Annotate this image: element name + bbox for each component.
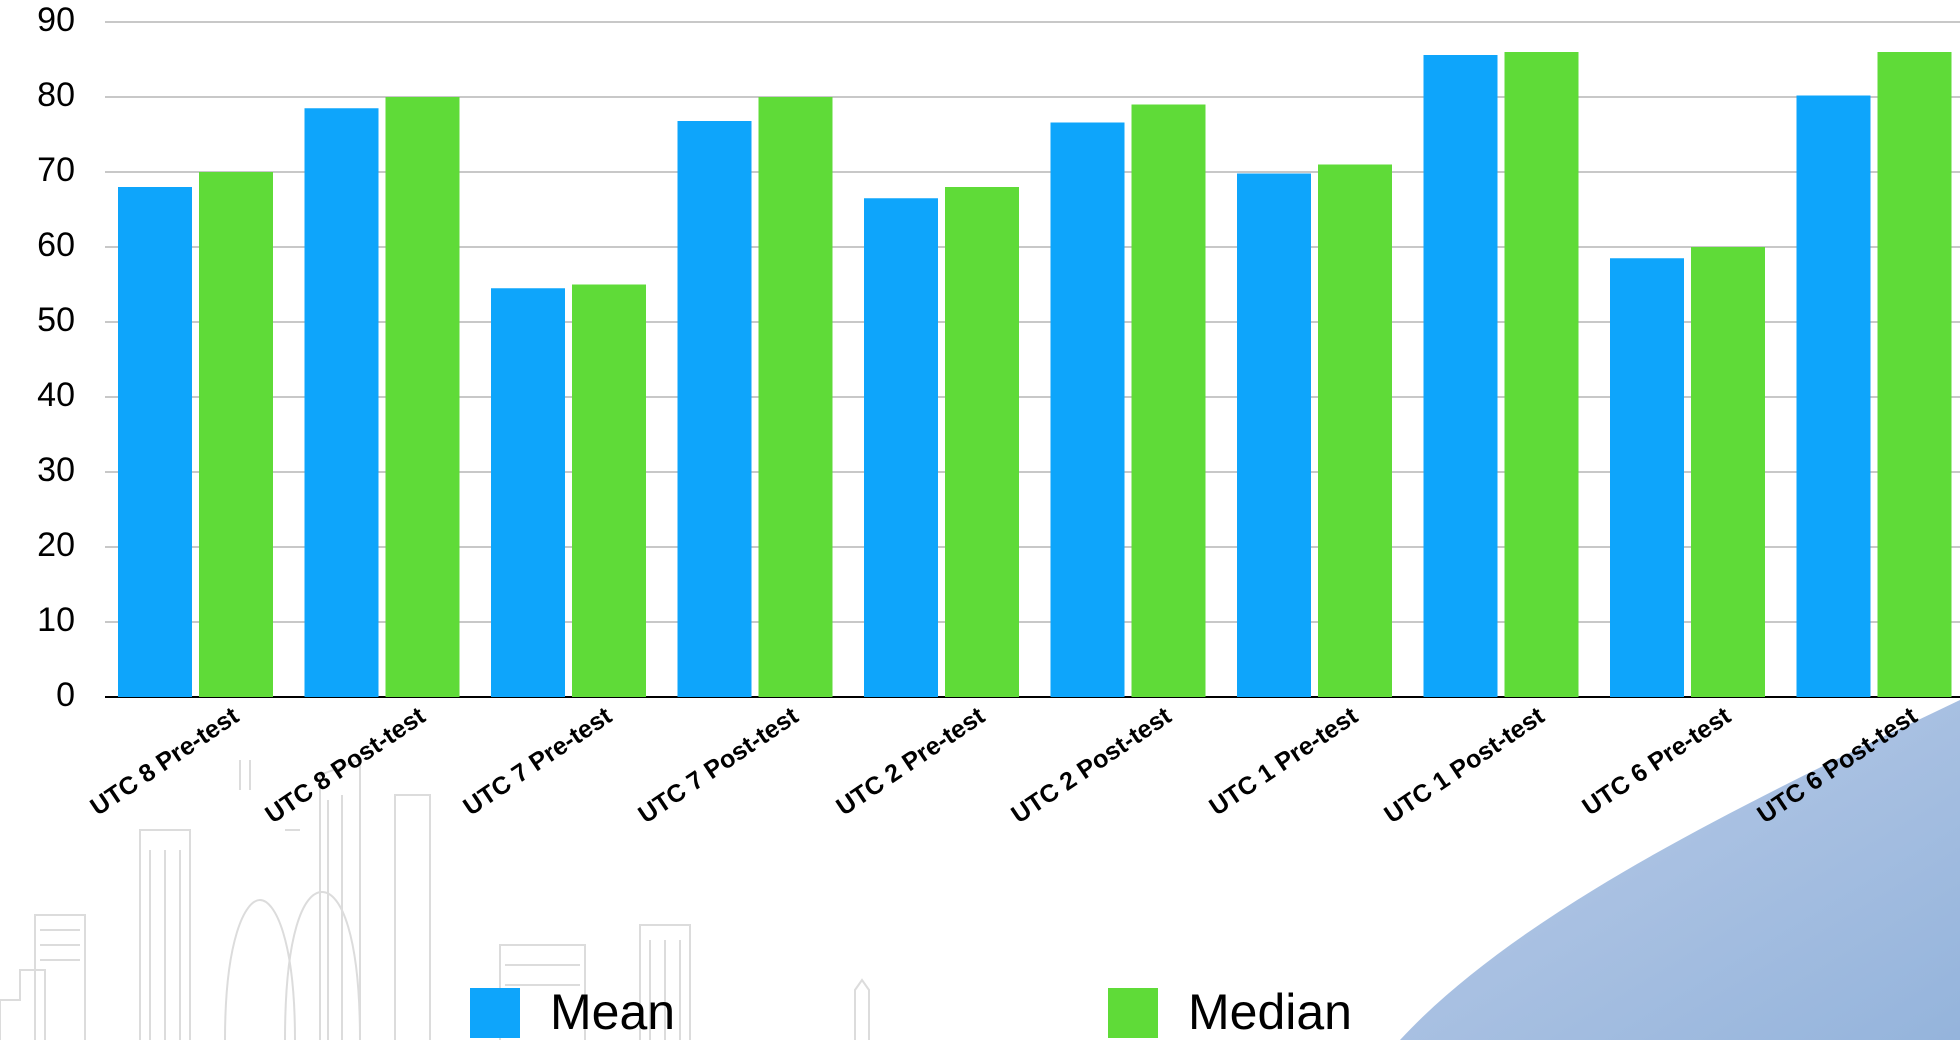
background-decoration (0, 700, 1960, 1040)
y-tick-label: 70 (37, 151, 75, 189)
x-tick-label: UTC 8 Pre-test (85, 701, 244, 821)
y-tick-label: 80 (37, 76, 75, 114)
y-axis: 0 10 20 30 40 50 60 70 80 90 (37, 1, 75, 714)
legend-label-mean: Mean (550, 984, 676, 1040)
legend-swatch-median (1108, 987, 1158, 1038)
bar-median (1691, 247, 1765, 697)
x-tick-label: UTC 1 Post-test (1379, 701, 1550, 829)
bar-mean (864, 198, 938, 697)
y-tick-label: 0 (56, 676, 75, 714)
x-tick-label: UTC 1 Pre-test (1204, 701, 1363, 821)
skyline-watermark (0, 758, 870, 1040)
y-tick-label: 10 (37, 601, 75, 639)
y-tick-label: 20 (37, 526, 75, 564)
y-tick-label: 30 (37, 451, 75, 489)
x-tick-label: UTC 2 Post-test (1006, 701, 1177, 829)
bar-mean (1237, 173, 1311, 697)
bar-median (1877, 52, 1952, 697)
bar-median (199, 172, 273, 697)
bar-mean (677, 121, 752, 697)
bar-median (758, 97, 833, 697)
y-tick-label: 90 (37, 1, 75, 39)
blue-swoosh-decoration (1400, 700, 1960, 1040)
legend: Mean Median (0, 985, 1960, 1040)
bar-median (945, 187, 1019, 697)
legend-item-mean: Mean (470, 985, 675, 1040)
bar-median (1504, 52, 1579, 697)
bar-median (385, 97, 460, 697)
bar-mean (118, 187, 192, 697)
y-tick-label: 40 (37, 376, 75, 414)
bar-mean (1610, 258, 1684, 697)
legend-item-median: Median (1108, 985, 1352, 1040)
bar-mean (1050, 122, 1125, 697)
y-tick-label: 50 (37, 301, 75, 339)
x-tick-label: UTC 8 Post-test (260, 701, 431, 829)
x-tick-label: UTC 7 Post-test (633, 701, 804, 829)
x-tick-label: UTC 6 Pre-test (1577, 701, 1736, 821)
bar-mean (491, 288, 565, 697)
bar-mean (1423, 55, 1498, 697)
bars (118, 52, 1952, 697)
bar-mean (1796, 95, 1871, 697)
bar-median (1131, 104, 1206, 697)
bar-mean (304, 108, 379, 697)
legend-label-median: Median (1188, 984, 1352, 1040)
bar-median (1318, 164, 1392, 697)
x-tick-label: UTC 2 Pre-test (831, 701, 990, 821)
bar-median (572, 284, 646, 697)
legend-swatch-mean (470, 987, 520, 1038)
y-tick-label: 60 (37, 226, 75, 264)
x-tick-label: UTC 7 Pre-test (458, 701, 617, 821)
x-axis-labels: UTC 8 Pre-test UTC 8 Post-test UTC 7 Pre-t… (85, 701, 1923, 829)
